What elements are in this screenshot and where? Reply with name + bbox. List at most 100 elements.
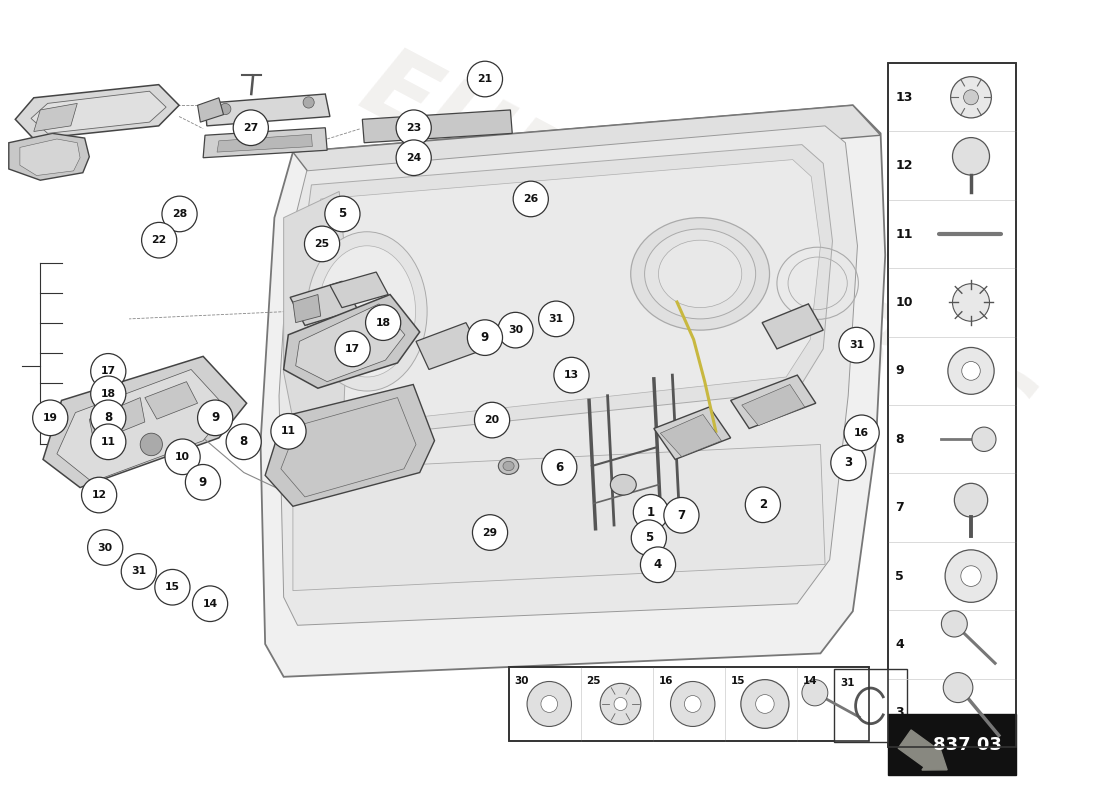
Text: 7: 7 xyxy=(678,509,685,522)
Text: 4: 4 xyxy=(895,638,904,651)
Circle shape xyxy=(514,181,548,217)
Text: 17: 17 xyxy=(101,366,116,376)
Circle shape xyxy=(473,514,507,550)
Circle shape xyxy=(155,570,190,605)
Text: 22: 22 xyxy=(152,235,167,245)
Circle shape xyxy=(554,358,590,393)
Polygon shape xyxy=(145,382,198,419)
Text: 3: 3 xyxy=(845,456,853,470)
Circle shape xyxy=(839,327,875,363)
Circle shape xyxy=(844,415,879,450)
Polygon shape xyxy=(293,294,321,322)
Ellipse shape xyxy=(307,232,427,391)
Text: 11: 11 xyxy=(895,227,913,241)
Circle shape xyxy=(468,62,503,97)
Polygon shape xyxy=(284,191,349,433)
Text: 29: 29 xyxy=(483,527,497,538)
Circle shape xyxy=(955,483,988,517)
Polygon shape xyxy=(653,407,730,459)
FancyArrow shape xyxy=(899,730,947,770)
Text: 12: 12 xyxy=(91,490,107,500)
Text: 9: 9 xyxy=(211,411,219,424)
Text: 1: 1 xyxy=(647,506,654,518)
Circle shape xyxy=(746,487,781,522)
Text: 17: 17 xyxy=(345,344,360,354)
Circle shape xyxy=(631,520,667,555)
Polygon shape xyxy=(15,85,179,139)
Circle shape xyxy=(942,610,967,637)
Circle shape xyxy=(960,566,981,586)
Text: 10: 10 xyxy=(895,296,913,309)
Polygon shape xyxy=(741,385,805,426)
Circle shape xyxy=(468,320,503,355)
Text: 9: 9 xyxy=(481,331,490,344)
Polygon shape xyxy=(57,370,228,482)
Circle shape xyxy=(634,494,669,530)
Text: 14: 14 xyxy=(803,676,817,686)
Circle shape xyxy=(324,196,360,232)
Circle shape xyxy=(972,427,996,451)
Circle shape xyxy=(614,698,627,710)
Bar xyxy=(508,667,869,741)
Text: 4: 4 xyxy=(653,558,662,571)
Circle shape xyxy=(220,103,231,114)
Text: 31: 31 xyxy=(549,314,564,324)
Circle shape xyxy=(948,347,994,394)
Text: 30: 30 xyxy=(508,325,524,335)
Ellipse shape xyxy=(659,240,741,308)
Text: 13: 13 xyxy=(895,90,913,104)
Ellipse shape xyxy=(503,462,514,470)
Polygon shape xyxy=(89,398,145,442)
Text: 5: 5 xyxy=(339,207,346,221)
Text: 20: 20 xyxy=(484,415,499,425)
Text: 837 03: 837 03 xyxy=(933,736,1002,754)
Polygon shape xyxy=(362,110,513,142)
Circle shape xyxy=(756,694,774,714)
Circle shape xyxy=(336,331,371,366)
Bar xyxy=(888,714,1015,775)
Circle shape xyxy=(186,465,220,500)
Circle shape xyxy=(953,284,990,322)
Ellipse shape xyxy=(645,229,756,319)
Ellipse shape xyxy=(610,474,636,495)
Circle shape xyxy=(305,226,340,262)
Circle shape xyxy=(90,400,125,436)
Text: 6: 6 xyxy=(556,461,563,474)
Circle shape xyxy=(961,362,980,380)
Text: 24: 24 xyxy=(406,153,421,162)
Polygon shape xyxy=(9,134,89,180)
Bar xyxy=(888,63,1015,747)
Circle shape xyxy=(640,547,675,582)
Text: 12: 12 xyxy=(895,159,913,172)
Circle shape xyxy=(33,400,68,436)
Ellipse shape xyxy=(498,458,519,474)
Text: 3: 3 xyxy=(895,706,904,719)
Polygon shape xyxy=(730,375,816,429)
Polygon shape xyxy=(279,126,858,626)
Circle shape xyxy=(671,682,715,726)
Text: 16: 16 xyxy=(854,428,869,438)
Text: 31: 31 xyxy=(849,340,865,350)
Circle shape xyxy=(802,680,828,706)
Circle shape xyxy=(539,301,574,337)
Circle shape xyxy=(740,680,789,728)
Polygon shape xyxy=(290,282,358,326)
Polygon shape xyxy=(43,356,246,487)
Circle shape xyxy=(830,445,866,481)
Circle shape xyxy=(396,140,431,175)
Circle shape xyxy=(498,312,534,348)
Polygon shape xyxy=(204,128,327,158)
Text: 8: 8 xyxy=(104,411,112,424)
Text: 14: 14 xyxy=(202,598,218,609)
Text: 11: 11 xyxy=(280,426,296,436)
Circle shape xyxy=(81,478,117,513)
Circle shape xyxy=(142,222,177,258)
Text: 8: 8 xyxy=(240,435,248,448)
Polygon shape xyxy=(296,304,405,382)
Text: 5: 5 xyxy=(895,570,904,582)
Circle shape xyxy=(964,90,978,105)
Text: 19: 19 xyxy=(43,413,58,423)
Polygon shape xyxy=(284,294,420,388)
Circle shape xyxy=(304,97,315,108)
Polygon shape xyxy=(660,414,722,457)
